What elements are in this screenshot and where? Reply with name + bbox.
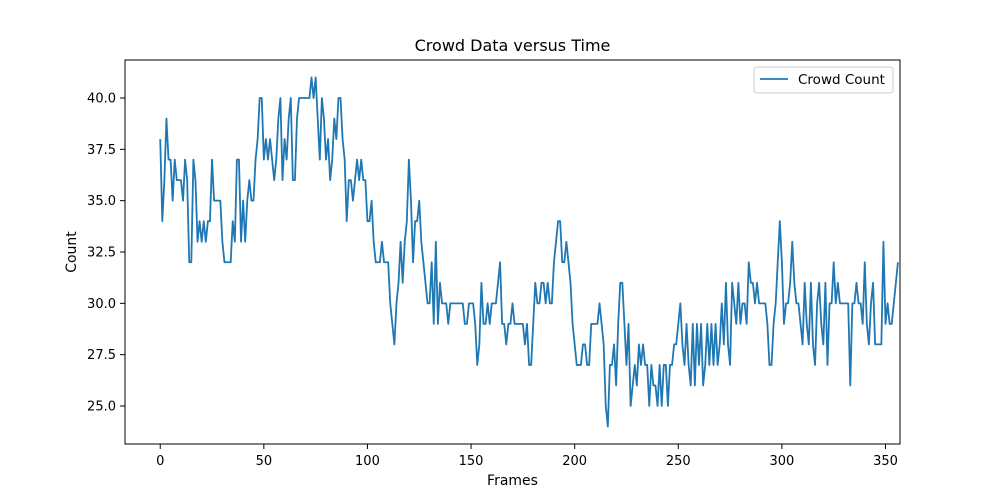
chart-title: Crowd Data versus Time [415, 36, 611, 55]
legend-label-crowd-count: Crowd Count [798, 72, 885, 88]
legend: Crowd Count [753, 66, 894, 94]
y-tick-label: 25.0 [87, 400, 116, 415]
x-tick-label: 50 [256, 454, 273, 469]
y-tick-label: 40.0 [87, 91, 116, 106]
x-tick-label: 250 [666, 454, 691, 469]
y-tick-label: 32.5 [87, 246, 116, 261]
x-axis-label: Frames [487, 473, 538, 489]
x-tick-label: 200 [562, 454, 587, 469]
x-tick-label: 100 [355, 454, 380, 469]
x-tick-label: 0 [156, 454, 164, 469]
y-tick-label: 30.0 [87, 297, 116, 312]
x-tick-label: 150 [459, 454, 484, 469]
y-axis-ticks: 25.0 27.5 30.0 32.5 35.0 37.5 40.0 [87, 91, 125, 415]
y-axis-label: Count [64, 231, 80, 273]
plot-area [125, 60, 900, 444]
axes-frame [124, 59, 901, 445]
x-tick-label: 350 [873, 454, 898, 469]
legend-box [753, 66, 894, 94]
y-tick-label: 37.5 [87, 143, 116, 158]
y-tick-label: 35.0 [87, 194, 116, 209]
series-line-crowd-count [159, 76, 899, 428]
x-axis-ticks: 0 50 100 150 200 250 300 350 [156, 444, 898, 469]
y-tick-label: 27.5 [87, 348, 116, 363]
x-tick-label: 300 [769, 454, 794, 469]
